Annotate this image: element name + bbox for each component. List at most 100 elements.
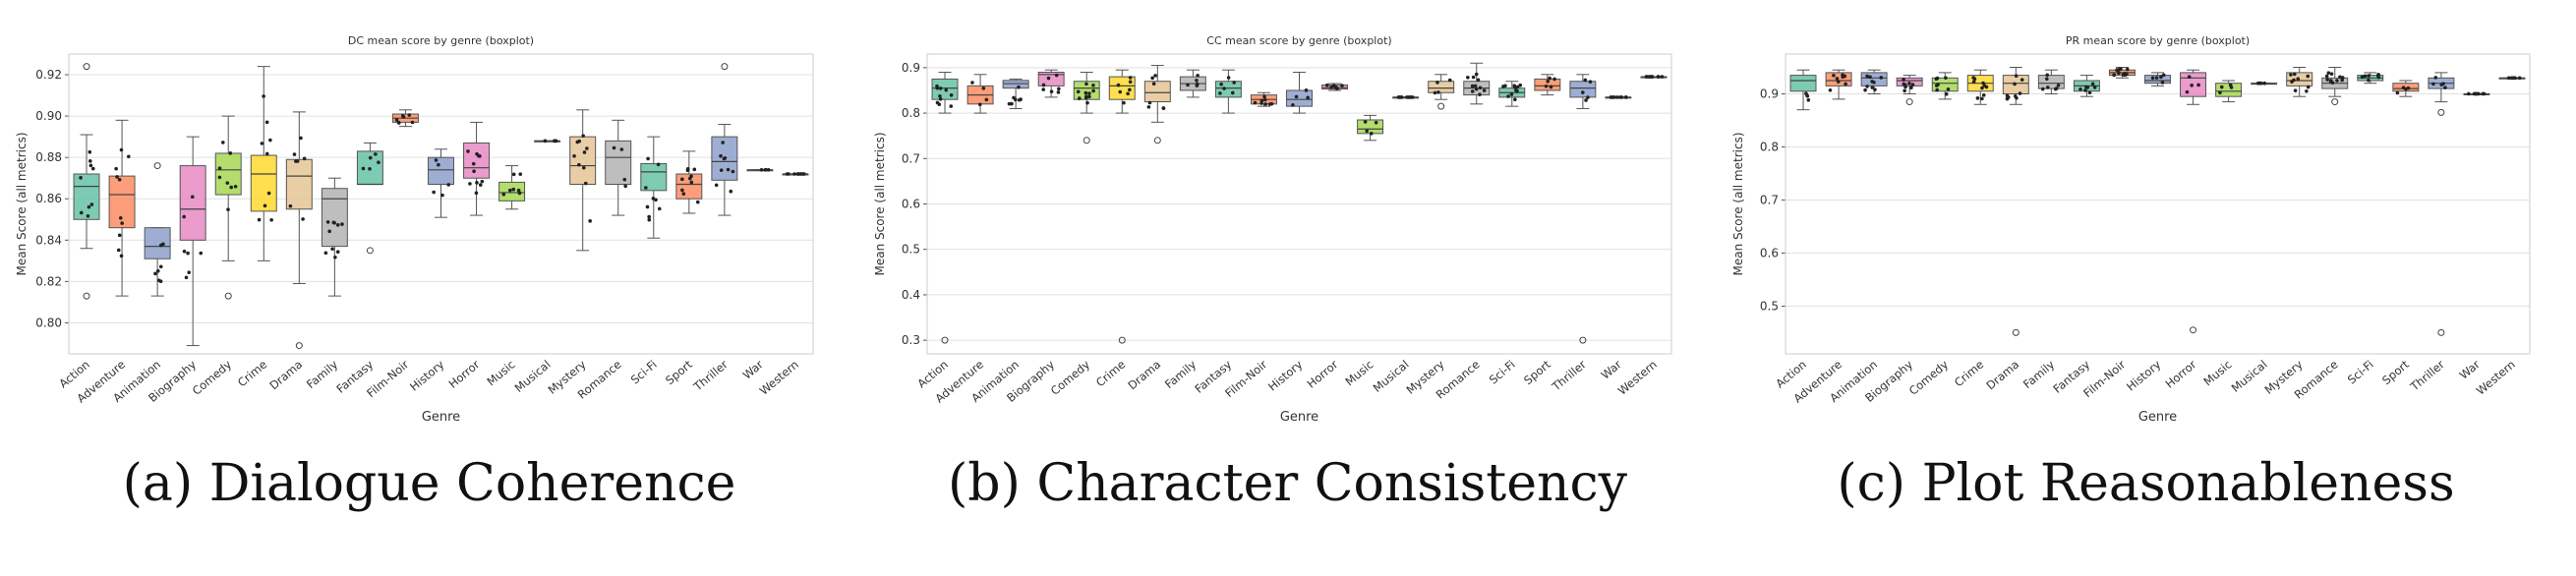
x-tick-label: Comedy xyxy=(190,357,234,397)
jitter-point xyxy=(2185,89,2190,94)
jitter-point xyxy=(264,151,269,156)
jitter-point xyxy=(572,153,576,158)
caption-label: (a) xyxy=(122,454,194,513)
jitter-point xyxy=(1447,78,1452,83)
box-crime xyxy=(250,66,277,261)
jitter-point xyxy=(2014,94,2018,98)
jitter-point xyxy=(1146,105,1151,109)
jitter-point xyxy=(1128,87,1132,92)
jitter-point xyxy=(2090,82,2095,86)
jitter-point xyxy=(1306,95,1310,100)
jitter-point xyxy=(1609,95,1613,99)
jitter-point xyxy=(229,185,233,190)
x-tick-label: Horror xyxy=(2163,357,2199,390)
jitter-point xyxy=(681,192,686,196)
box-comedy xyxy=(1073,71,1100,144)
y-tick-label: 0.7 xyxy=(902,151,920,165)
flier-point xyxy=(721,63,729,71)
jitter-point xyxy=(1583,78,1588,83)
y-tick-label: 0.5 xyxy=(902,243,920,257)
jitter-point xyxy=(1910,83,1915,86)
y-tick-label: 0.88 xyxy=(35,150,62,164)
jitter-point xyxy=(1972,77,1977,82)
box-war xyxy=(2463,91,2490,96)
jitter-point xyxy=(2443,86,2447,89)
jitter-point xyxy=(1150,76,1154,81)
jitter-point xyxy=(2296,77,2301,82)
jitter-point xyxy=(1971,80,1976,84)
jitter-point xyxy=(1478,86,1483,90)
jitter-point xyxy=(714,183,719,188)
jitter-point xyxy=(1615,95,1619,99)
jitter-point xyxy=(2325,78,2329,82)
jitter-point xyxy=(190,195,195,200)
box-animation xyxy=(144,162,171,297)
jitter-point xyxy=(1340,84,1344,87)
jitter-point xyxy=(1087,94,1091,99)
box-thriller xyxy=(1569,74,1597,344)
jitter-point xyxy=(1291,102,1295,107)
box-biography xyxy=(1896,75,1923,106)
jitter-point xyxy=(368,166,372,171)
jitter-point xyxy=(2092,86,2097,89)
box-mystery xyxy=(2286,66,2313,97)
box-iqr xyxy=(1789,75,1817,92)
jitter-point xyxy=(2154,76,2159,80)
x-tick-label: Crime xyxy=(1952,358,1986,390)
box-mystery xyxy=(1428,74,1455,110)
jitter-point xyxy=(647,214,651,219)
jitter-point xyxy=(1017,85,1021,89)
dc-boxplot-chart: DC mean score by genre (boxplot) 0.80 0.82… xyxy=(15,34,814,425)
jitter-point xyxy=(646,156,650,161)
x-tick-label: History xyxy=(2124,357,2163,393)
jitter-point xyxy=(340,222,344,226)
jitter-point xyxy=(721,141,725,144)
box-iqr xyxy=(1108,76,1136,100)
caption-label: (c) xyxy=(1837,454,1906,513)
jitter-point xyxy=(1980,86,1984,90)
jitter-point xyxy=(1552,77,1556,82)
jitter-point xyxy=(726,167,731,172)
jitter-point xyxy=(86,214,90,218)
flier-point xyxy=(2437,108,2445,116)
jitter-point xyxy=(2481,91,2485,96)
jitter-point xyxy=(1805,93,1810,98)
box-iqr xyxy=(1357,119,1384,135)
jitter-point xyxy=(1946,86,1951,91)
x-tick-label: Western xyxy=(2474,358,2518,398)
box-romance xyxy=(2321,66,2349,106)
jitter-point xyxy=(1126,91,1130,96)
box-biography xyxy=(1037,69,1065,98)
jitter-point xyxy=(2367,74,2371,78)
box-biography xyxy=(179,136,206,347)
jitter-point xyxy=(1230,90,1235,95)
x-tick-label: Sci-Fi xyxy=(1487,358,1518,387)
jitter-point xyxy=(516,188,521,193)
jitter-point xyxy=(938,93,942,98)
box-horror xyxy=(2180,69,2207,334)
box-iqr xyxy=(214,152,242,196)
jitter-point xyxy=(719,168,724,172)
jitter-point xyxy=(233,184,238,189)
jitter-point xyxy=(2517,76,2522,81)
jitter-point xyxy=(2117,71,2121,76)
jitter-point xyxy=(582,150,587,154)
jitter-point xyxy=(114,166,118,171)
box-iqr xyxy=(1002,80,1029,89)
box-adventure xyxy=(966,74,994,114)
pr-boxplot-chart: PR mean score by genre (boxplot) 0.5 0.6 0.… xyxy=(1731,34,2531,425)
y-tick-label: 0.7 xyxy=(1760,193,1779,206)
jitter-point xyxy=(394,118,399,122)
jitter-point xyxy=(217,166,222,170)
jitter-point xyxy=(1868,75,1872,80)
box-iqr xyxy=(1286,89,1313,107)
jitter-point xyxy=(1544,84,1549,88)
jitter-point xyxy=(645,204,650,209)
flier-point xyxy=(2331,98,2339,106)
jitter-point xyxy=(1226,76,1231,80)
box-crime xyxy=(1966,69,1994,105)
jitter-point xyxy=(1470,89,1475,93)
caption-a: (a) Dialogue Coherence xyxy=(0,454,858,513)
jitter-point xyxy=(120,221,124,225)
jitter-point xyxy=(2084,85,2088,89)
